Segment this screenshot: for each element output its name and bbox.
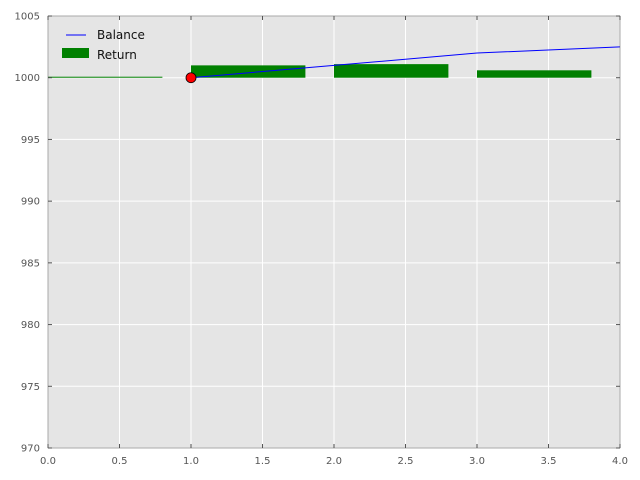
- start-marker: [185, 72, 197, 84]
- return-bar: [48, 76, 163, 78]
- return-bars: [48, 64, 592, 78]
- x-tick-label: 4.0: [612, 456, 628, 467]
- x-axis-ticks: 0.0 0.5 1.0 1.5 2.0 2.5 3.0 3.5 4.0: [40, 16, 628, 467]
- x-tick-label: 3.0: [469, 456, 485, 467]
- legend-balance-label: Balance: [97, 28, 145, 42]
- x-tick-label: 3.5: [541, 456, 557, 467]
- plot-frame: [47, 15, 621, 449]
- balance-line-group: [190, 46, 621, 79]
- return-bar: [334, 64, 449, 78]
- return-bar: [191, 65, 306, 78]
- x-tick-label: 1.5: [255, 456, 271, 467]
- x-tick-label: 2.0: [326, 456, 342, 467]
- legend: Balance Return: [62, 28, 145, 62]
- y-tick-label: 995: [21, 135, 40, 146]
- y-tick-label: 980: [21, 320, 40, 331]
- y-tick-label: 975: [21, 382, 40, 393]
- balance-line: [190, 46, 621, 79]
- y-tick-label: 985: [21, 258, 40, 269]
- markers: [185, 72, 197, 84]
- y-tick-label: 970: [21, 444, 40, 455]
- x-tick-label: 1.0: [183, 456, 199, 467]
- return-bar: [477, 70, 592, 78]
- x-tick-label: 0.5: [112, 456, 128, 467]
- legend-return-swatch: [62, 48, 89, 58]
- y-tick-label: 990: [21, 197, 40, 208]
- y-tick-label: 1000: [15, 73, 40, 84]
- y-axis-ticks: 970 975 980 985 990 995 1000 1005: [15, 12, 620, 455]
- x-tick-label: 0.0: [40, 456, 56, 467]
- y-tick-label: 1005: [15, 12, 40, 23]
- x-tick-label: 2.5: [398, 456, 414, 467]
- legend-return-label: Return: [97, 48, 137, 62]
